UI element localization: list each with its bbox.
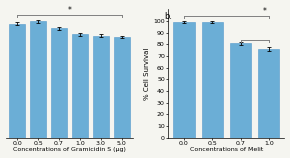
Bar [72,34,88,138]
Bar [230,43,251,138]
Bar [114,37,130,138]
X-axis label: Concentrations of Melit: Concentrations of Melit [190,147,263,152]
Text: *: * [68,6,71,15]
Bar [30,21,46,138]
X-axis label: Concentrations of Gramicidin S (μg): Concentrations of Gramicidin S (μg) [13,147,126,152]
Bar [93,36,109,138]
Y-axis label: % Cell Survival: % Cell Survival [144,47,151,100]
Bar [173,22,195,138]
Bar [51,28,67,138]
Bar [258,49,280,138]
Bar [202,22,223,138]
Text: b.: b. [164,12,172,21]
Bar [9,24,25,138]
Text: *: * [263,7,267,16]
